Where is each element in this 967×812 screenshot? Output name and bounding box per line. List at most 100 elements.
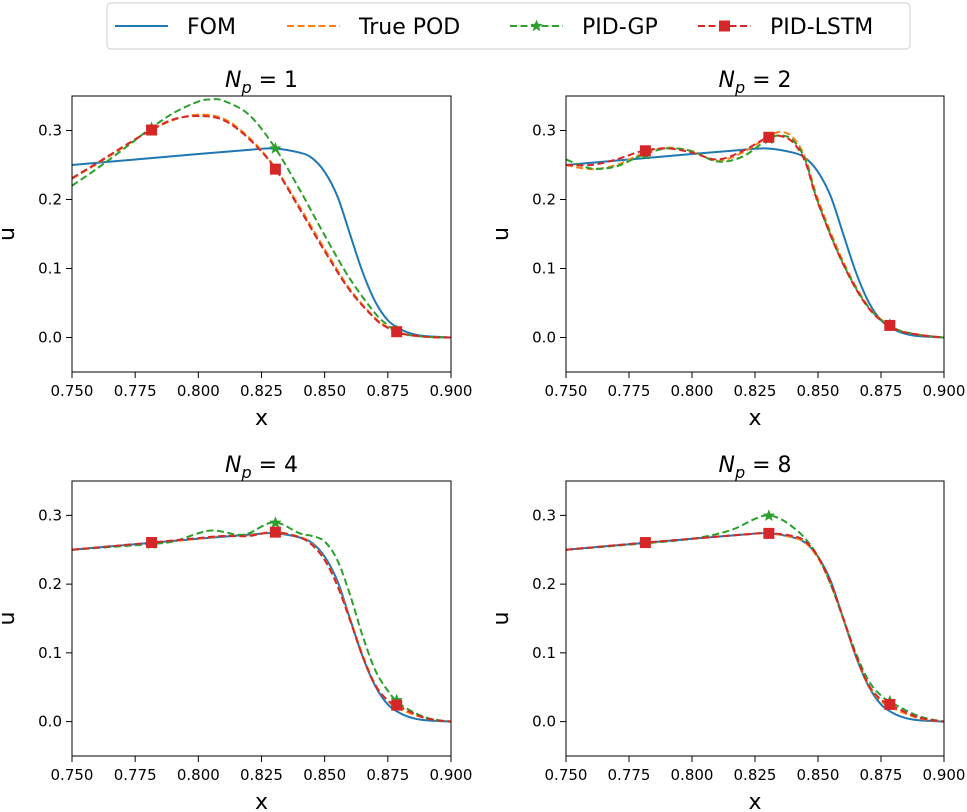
y-tick-label: 0.0 — [38, 713, 62, 731]
series-line-fom — [72, 147, 451, 339]
subplot-2: 0.750 0.775 0.800 0.825 0.850 0.875 0.900 0.0 0.… — [489, 68, 965, 431]
x-tick-label: 0.775 — [114, 382, 157, 400]
pid-lstm-marker — [639, 145, 651, 157]
subplot-1: 0.750 0.775 0.800 0.825 0.850 0.875 0.900 0.0 0.… — [0, 68, 472, 431]
x-axis-label: x — [255, 790, 268, 812]
y-tick-label: 0.0 — [38, 329, 62, 347]
x-tick-label: 0.875 — [366, 382, 409, 400]
pid-lstm-marker — [763, 131, 775, 143]
x-tick-label: 0.825 — [240, 382, 283, 400]
series-group — [72, 98, 451, 339]
legend-star-marker — [530, 19, 543, 32]
x-tick-label: 0.875 — [860, 766, 903, 784]
x-tick-label: 0.800 — [177, 766, 220, 784]
series-line-fom — [566, 532, 944, 723]
title-variable: N — [225, 68, 241, 93]
series-line-pid-gp — [72, 521, 451, 723]
series-line-pid-gp — [72, 98, 451, 339]
subplot-title: Np = 8 — [718, 453, 791, 482]
title-value: = 2 — [745, 68, 791, 93]
legend-frame — [106, 2, 911, 50]
x-tick-label: 0.825 — [734, 382, 777, 400]
y-tick-label: 0.3 — [532, 122, 556, 140]
series-group — [72, 521, 451, 723]
subplot-title: Np = 1 — [225, 68, 298, 97]
legend-square-marker — [719, 20, 730, 32]
x-tick-label: 0.750 — [545, 766, 588, 784]
x-tick-label: 0.900 — [430, 382, 473, 400]
title-subscript: p — [240, 463, 251, 482]
title-variable: N — [225, 453, 241, 478]
pid-gp-marker — [269, 516, 282, 529]
legend-label: PID-LSTM — [770, 15, 873, 40]
series-line-pid-lstm — [566, 134, 944, 339]
series-line-true-pod — [566, 130, 944, 339]
y-axis-label: u — [0, 227, 20, 241]
subplot-4: 0.750 0.775 0.800 0.825 0.850 0.875 0.900 0.0 0.… — [489, 453, 965, 812]
title-value: = 8 — [745, 453, 791, 478]
axes-frame — [71, 480, 452, 757]
subplot-title: Np = 2 — [718, 68, 791, 97]
x-tick-label: 0.850 — [797, 766, 840, 784]
title-subscript: p — [734, 463, 745, 482]
y-axis-label: u — [489, 227, 514, 241]
x-axis-label: x — [748, 790, 761, 812]
x-tick-label: 0.850 — [303, 766, 346, 784]
subplot-title: Np = 4 — [225, 453, 298, 482]
pid-lstm-marker — [269, 526, 281, 538]
y-tick-label: 0.1 — [532, 260, 556, 278]
pid-lstm-marker — [391, 326, 403, 338]
x-tick-label: 0.875 — [860, 382, 903, 400]
x-tick-label: 0.800 — [177, 382, 220, 400]
pid-lstm-marker — [269, 163, 281, 175]
legend-label: FOM — [187, 15, 236, 40]
pid-lstm-marker — [763, 527, 775, 539]
x-tick-label: 0.825 — [734, 766, 777, 784]
title-value: = 4 — [252, 453, 298, 478]
y-axis-label: u — [489, 612, 514, 626]
title-subscript: p — [734, 78, 745, 97]
title-subscript: p — [240, 78, 251, 97]
axes-frame — [565, 480, 945, 757]
series-group — [566, 514, 944, 723]
x-tick-label: 0.750 — [545, 382, 588, 400]
x-axis-label: x — [748, 406, 761, 431]
legend-label: PID-GP — [582, 15, 658, 40]
pid-lstm-marker — [146, 124, 158, 136]
x-tick-label: 0.825 — [240, 766, 283, 784]
y-tick-label: 0.1 — [38, 644, 62, 662]
x-tick-label: 0.850 — [303, 382, 346, 400]
legend-label: True POD — [358, 15, 460, 40]
x-tick-label: 0.750 — [51, 766, 94, 784]
title-variable: N — [718, 68, 734, 93]
y-tick-label: 0.2 — [532, 191, 556, 209]
x-tick-label: 0.850 — [797, 382, 840, 400]
series-line-fom — [566, 147, 944, 339]
series-line-true-pod — [566, 532, 944, 723]
x-tick-label: 0.775 — [608, 382, 651, 400]
x-tick-label: 0.800 — [671, 382, 714, 400]
pid-lstm-marker — [146, 537, 158, 549]
subplot-3: 0.750 0.775 0.800 0.825 0.850 0.875 0.900 0.0 0.… — [0, 453, 472, 812]
y-tick-label: 0.0 — [532, 713, 556, 731]
series-group — [566, 130, 944, 339]
y-tick-label: 0.0 — [532, 329, 556, 347]
pid-gp-marker — [762, 509, 776, 521]
series-line-pid-gp — [566, 514, 944, 723]
x-tick-label: 0.775 — [114, 766, 157, 784]
series-line-pid-lstm — [72, 530, 451, 723]
pid-lstm-marker — [884, 698, 896, 710]
y-tick-label: 0.3 — [38, 122, 62, 140]
y-axis-label: u — [0, 612, 20, 626]
x-tick-label: 0.775 — [608, 766, 651, 784]
x-tick-label: 0.900 — [923, 766, 966, 784]
x-tick-label: 0.800 — [671, 766, 714, 784]
y-tick-label: 0.2 — [38, 191, 62, 209]
title-value: = 1 — [252, 68, 298, 93]
series-line-pid-gp — [566, 134, 944, 339]
series-line-true-pod — [72, 531, 451, 723]
y-tick-label: 0.1 — [532, 644, 556, 662]
pid-gp-marker — [269, 142, 282, 154]
y-tick-label: 0.3 — [532, 506, 556, 524]
